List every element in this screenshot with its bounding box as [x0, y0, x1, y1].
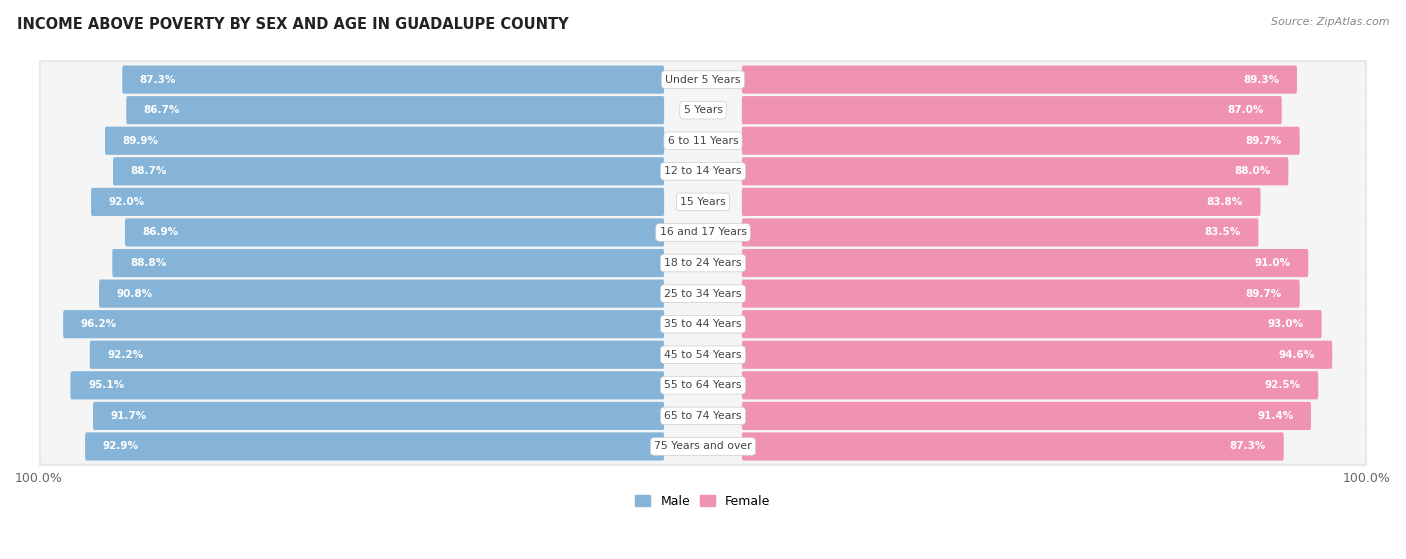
Text: 88.8%: 88.8%	[129, 258, 166, 268]
FancyBboxPatch shape	[70, 371, 664, 399]
Text: 89.3%: 89.3%	[1243, 74, 1279, 84]
Text: 25 to 34 Years: 25 to 34 Years	[664, 288, 742, 299]
Text: 89.7%: 89.7%	[1246, 288, 1282, 299]
Text: 96.2%: 96.2%	[80, 319, 117, 329]
FancyBboxPatch shape	[37, 363, 1369, 407]
FancyBboxPatch shape	[41, 307, 1365, 342]
Text: 35 to 44 Years: 35 to 44 Years	[664, 319, 742, 329]
FancyBboxPatch shape	[742, 371, 1319, 399]
Text: 91.0%: 91.0%	[1254, 258, 1291, 268]
FancyBboxPatch shape	[93, 402, 664, 430]
FancyBboxPatch shape	[112, 157, 664, 186]
Text: 55 to 64 Years: 55 to 64 Years	[664, 380, 742, 390]
FancyBboxPatch shape	[98, 280, 664, 307]
FancyBboxPatch shape	[37, 88, 1369, 132]
FancyBboxPatch shape	[742, 219, 1258, 247]
FancyBboxPatch shape	[37, 241, 1369, 285]
FancyBboxPatch shape	[105, 127, 664, 155]
FancyBboxPatch shape	[41, 154, 1365, 189]
FancyBboxPatch shape	[742, 340, 1333, 369]
Text: 92.9%: 92.9%	[103, 442, 139, 452]
Text: 92.5%: 92.5%	[1264, 380, 1301, 390]
FancyBboxPatch shape	[37, 302, 1369, 346]
Text: 16 and 17 Years: 16 and 17 Years	[659, 228, 747, 238]
FancyBboxPatch shape	[742, 127, 1299, 155]
Text: 18 to 24 Years: 18 to 24 Years	[664, 258, 742, 268]
Text: 87.3%: 87.3%	[139, 74, 176, 84]
Text: 12 to 14 Years: 12 to 14 Years	[664, 167, 742, 176]
Text: 91.7%: 91.7%	[111, 411, 146, 421]
FancyBboxPatch shape	[41, 399, 1365, 433]
FancyBboxPatch shape	[742, 249, 1309, 277]
Text: 92.0%: 92.0%	[108, 197, 145, 207]
FancyBboxPatch shape	[37, 425, 1369, 468]
FancyBboxPatch shape	[41, 245, 1365, 281]
Text: 95.1%: 95.1%	[89, 380, 124, 390]
FancyBboxPatch shape	[37, 58, 1369, 101]
FancyBboxPatch shape	[37, 119, 1369, 163]
FancyBboxPatch shape	[125, 219, 664, 247]
FancyBboxPatch shape	[90, 340, 664, 369]
FancyBboxPatch shape	[41, 276, 1365, 311]
FancyBboxPatch shape	[63, 310, 664, 338]
Text: 87.3%: 87.3%	[1230, 442, 1267, 452]
FancyBboxPatch shape	[742, 188, 1261, 216]
FancyBboxPatch shape	[37, 150, 1369, 193]
Text: 83.5%: 83.5%	[1205, 228, 1241, 238]
FancyBboxPatch shape	[41, 124, 1365, 158]
Text: 88.7%: 88.7%	[131, 167, 167, 176]
Text: 90.8%: 90.8%	[117, 288, 153, 299]
FancyBboxPatch shape	[37, 333, 1369, 376]
Text: 92.2%: 92.2%	[107, 350, 143, 360]
Text: 89.7%: 89.7%	[1246, 136, 1282, 146]
FancyBboxPatch shape	[742, 96, 1282, 124]
FancyBboxPatch shape	[37, 180, 1369, 224]
Text: 88.0%: 88.0%	[1234, 167, 1271, 176]
Text: 5 Years: 5 Years	[683, 105, 723, 115]
Text: 15 Years: 15 Years	[681, 197, 725, 207]
Text: 6 to 11 Years: 6 to 11 Years	[668, 136, 738, 146]
FancyBboxPatch shape	[41, 215, 1365, 250]
FancyBboxPatch shape	[742, 65, 1296, 94]
Text: 86.7%: 86.7%	[143, 105, 180, 115]
FancyBboxPatch shape	[742, 433, 1284, 461]
Text: 94.6%: 94.6%	[1278, 350, 1315, 360]
FancyBboxPatch shape	[41, 337, 1365, 372]
FancyBboxPatch shape	[41, 93, 1365, 127]
Text: 93.0%: 93.0%	[1268, 319, 1303, 329]
Text: INCOME ABOVE POVERTY BY SEX AND AGE IN GUADALUPE COUNTY: INCOME ABOVE POVERTY BY SEX AND AGE IN G…	[17, 17, 568, 32]
FancyBboxPatch shape	[41, 184, 1365, 219]
Text: Under 5 Years: Under 5 Years	[665, 74, 741, 84]
FancyBboxPatch shape	[742, 280, 1299, 307]
Text: Source: ZipAtlas.com: Source: ZipAtlas.com	[1271, 17, 1389, 27]
Text: 91.4%: 91.4%	[1257, 411, 1294, 421]
Text: 75 Years and over: 75 Years and over	[654, 442, 752, 452]
FancyBboxPatch shape	[112, 249, 664, 277]
FancyBboxPatch shape	[37, 272, 1369, 315]
FancyBboxPatch shape	[122, 65, 664, 94]
Text: 87.0%: 87.0%	[1227, 105, 1264, 115]
FancyBboxPatch shape	[742, 402, 1310, 430]
Text: 65 to 74 Years: 65 to 74 Years	[664, 411, 742, 421]
Text: 83.8%: 83.8%	[1206, 197, 1243, 207]
FancyBboxPatch shape	[86, 433, 664, 461]
Text: 89.9%: 89.9%	[122, 136, 159, 146]
FancyBboxPatch shape	[742, 157, 1288, 186]
Legend: Male, Female: Male, Female	[630, 490, 776, 513]
FancyBboxPatch shape	[41, 62, 1365, 97]
Text: 45 to 54 Years: 45 to 54 Years	[664, 350, 742, 360]
FancyBboxPatch shape	[41, 429, 1365, 464]
FancyBboxPatch shape	[41, 368, 1365, 402]
FancyBboxPatch shape	[91, 188, 664, 216]
FancyBboxPatch shape	[37, 394, 1369, 438]
FancyBboxPatch shape	[127, 96, 664, 124]
Text: 86.9%: 86.9%	[142, 228, 179, 238]
FancyBboxPatch shape	[742, 310, 1322, 338]
FancyBboxPatch shape	[37, 211, 1369, 254]
